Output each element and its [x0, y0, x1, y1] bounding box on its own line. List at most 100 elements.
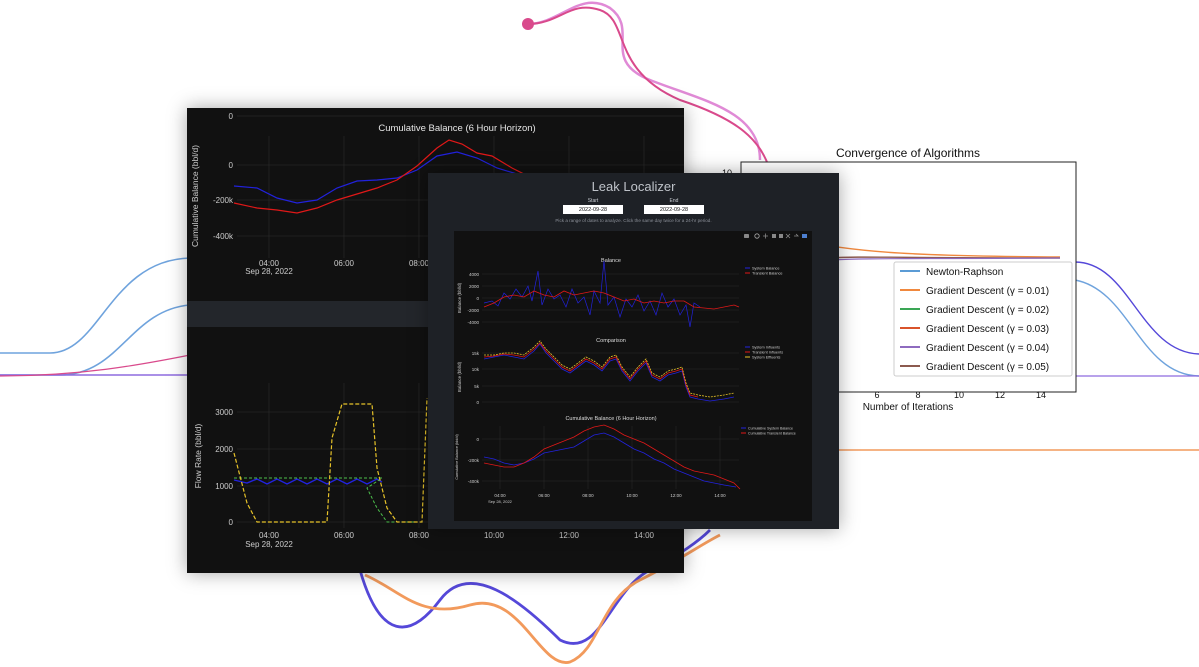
cumulative-legend: Cumulative System Balance Cumulative Tra… [741, 427, 796, 436]
back-bottom-xtick: 08:00 [409, 531, 430, 540]
plotly-logo-icon[interactable] [802, 234, 807, 238]
leak-localizer-window: Leak Localizer Start End Pick a range of… [428, 173, 839, 529]
purple-curve-right [1074, 261, 1199, 355]
back-top-xtick: 06:00 [334, 259, 355, 268]
svg-text:Transient Balance: Transient Balance [752, 272, 782, 276]
balance-ylabel: Balance (bbl/d) [457, 282, 462, 313]
cumulative-xtick: 12:00 [670, 493, 682, 498]
blue-curve-left-1 [0, 257, 191, 354]
balance-ytick: 0 [476, 296, 479, 301]
reset-icon[interactable] [794, 233, 799, 237]
convergence-xtick: 8 [915, 390, 920, 400]
cumulative-xtick: 08:00 [582, 493, 594, 498]
plot-toolbar [744, 233, 807, 239]
autoscale-icon[interactable] [785, 233, 791, 239]
balance-system-line [483, 260, 701, 328]
comparison-grid [482, 352, 739, 403]
cumulative-xtick: 10:00 [626, 493, 638, 498]
svg-text:Newton-Raphson: Newton-Raphson [926, 267, 1003, 278]
convergence-series-gd04 [829, 257, 1061, 261]
leak-plot-area[interactable]: Balance 4000 2000 0 -2000 -4000 Balance … [454, 231, 812, 521]
blue-curve-left-2 [0, 304, 191, 376]
end-date-label: End [669, 198, 679, 204]
magenta-dot [522, 18, 534, 30]
back-flow-ytick: 2000 [215, 445, 233, 454]
back-flow-green-line [234, 477, 417, 523]
cumulative-ytick: 0 [476, 437, 479, 442]
back-bottom-xtick: 12:00 [559, 531, 580, 540]
back-top-xtick: 08:00 [409, 259, 430, 268]
svg-text:Transient Influents: Transient Influents [752, 351, 783, 355]
zoom-out-icon[interactable] [779, 234, 783, 238]
convergence-xlabel: Number of Iterations [863, 402, 954, 413]
convergence-series-gd01 [829, 245, 1061, 258]
svg-text:System Balance: System Balance [752, 267, 779, 271]
blue-curve-right [1074, 279, 1199, 377]
back-bottom-xtick: 10:00 [484, 531, 505, 540]
balance-ytick: 2000 [469, 284, 480, 289]
comparison-transient-line [483, 342, 699, 398]
svg-text:Cumulative System Balance: Cumulative System Balance [748, 427, 793, 431]
cumulative-ytick: -200k [468, 458, 480, 463]
comparison-legend: System Influents Transient Influents Sys… [745, 346, 783, 360]
back-cum-ytick: -400k [213, 232, 234, 241]
legend-entry-newton: Newton-Raphson [900, 267, 1003, 278]
zoom-in-icon[interactable] [772, 234, 776, 238]
comparison-effluent-line [484, 340, 735, 398]
back-flow-ytick: 0 [229, 518, 234, 527]
svg-text:Gradient Descent (γ = 0.03): Gradient Descent (γ = 0.03) [926, 324, 1049, 335]
start-date-input[interactable] [563, 205, 623, 214]
balance-ytick: -4000 [467, 320, 479, 325]
legend-entry-gd01: Gradient Descent (γ = 0.01) [900, 286, 1049, 297]
svg-text:System Effluents: System Effluents [752, 356, 781, 360]
back-cum-ylabel: Cumulative Balance (bbl/d) [190, 145, 200, 247]
cumulative-xtick: 14:00 [714, 493, 726, 498]
back-flow-effluent-line [233, 397, 428, 523]
zoom-icon[interactable] [754, 233, 760, 239]
top-plot-ytick: 0 [229, 112, 234, 121]
cumulative-grid [482, 426, 739, 489]
svg-text:Gradient Descent (γ = 0.01): Gradient Descent (γ = 0.01) [926, 286, 1049, 297]
back-bottom-xtick: 06:00 [334, 531, 355, 540]
cumulative-title: Cumulative Balance (6 Hour Horizon) [565, 416, 656, 422]
pan-icon[interactable] [763, 233, 768, 239]
camera-icon[interactable] [744, 234, 749, 238]
convergence-xtick: 14 [1036, 390, 1046, 400]
cumulative-xtick: 04:00 [494, 493, 506, 498]
balance-grid [482, 273, 739, 323]
back-flow-ytick: 3000 [215, 408, 233, 417]
comparison-ytick: 5k [474, 384, 480, 389]
svg-text:Gradient Descent (γ = 0.02): Gradient Descent (γ = 0.02) [926, 305, 1049, 316]
back-flow-ytick: 1000 [215, 482, 233, 491]
comparison-title: Comparison [596, 338, 626, 344]
svg-text:Cumulative Transient Balance: Cumulative Transient Balance [748, 432, 796, 436]
comparison-ytick: 15k [472, 351, 480, 356]
pink-curve-top [527, 6, 771, 171]
pink-curve-left [0, 354, 191, 377]
back-top-xdate: Sep 28, 2022 [245, 267, 293, 276]
back-cumulative-title: Cumulative Balance (6 Hour Horizon) [378, 123, 535, 134]
balance-ytick: 4000 [469, 272, 480, 277]
cumulative-ylabel: Cumulative Balance (bbl/d) [455, 433, 459, 479]
legend-entry-gd04: Gradient Descent (γ = 0.04) [900, 343, 1049, 354]
cumulative-transient-line [483, 424, 741, 490]
convergence-xtick: 6 [874, 390, 879, 400]
convergence-xtick: 12 [995, 390, 1005, 400]
balance-ytick: -2000 [467, 308, 479, 313]
legend-entry-gd02: Gradient Descent (γ = 0.02) [900, 305, 1049, 316]
comparison-ytick: 0 [476, 400, 479, 405]
svg-text:Gradient Descent (γ = 0.04): Gradient Descent (γ = 0.04) [926, 343, 1049, 354]
balance-transient-line [483, 290, 740, 310]
cumulative-ytick: -400k [468, 479, 480, 484]
back-flow-system-line [233, 478, 383, 485]
end-date-input[interactable] [644, 205, 704, 214]
start-date-label: Start [587, 198, 599, 204]
leak-charts: Balance 4000 2000 0 -2000 -4000 Balance … [455, 233, 807, 504]
legend-entry-gd05: Gradient Descent (γ = 0.05) [900, 362, 1049, 373]
convergence-legend: Newton-Raphson Gradient Descent (γ = 0.0… [893, 261, 1073, 377]
balance-legend: System Balance Transient Balance [745, 267, 782, 276]
comparison-ylabel: Balance (bbl/d) [457, 361, 462, 392]
balance-title: Balance [601, 258, 621, 264]
convergence-xtick: 10 [954, 390, 964, 400]
back-cum-ytick: -200k [213, 196, 234, 205]
